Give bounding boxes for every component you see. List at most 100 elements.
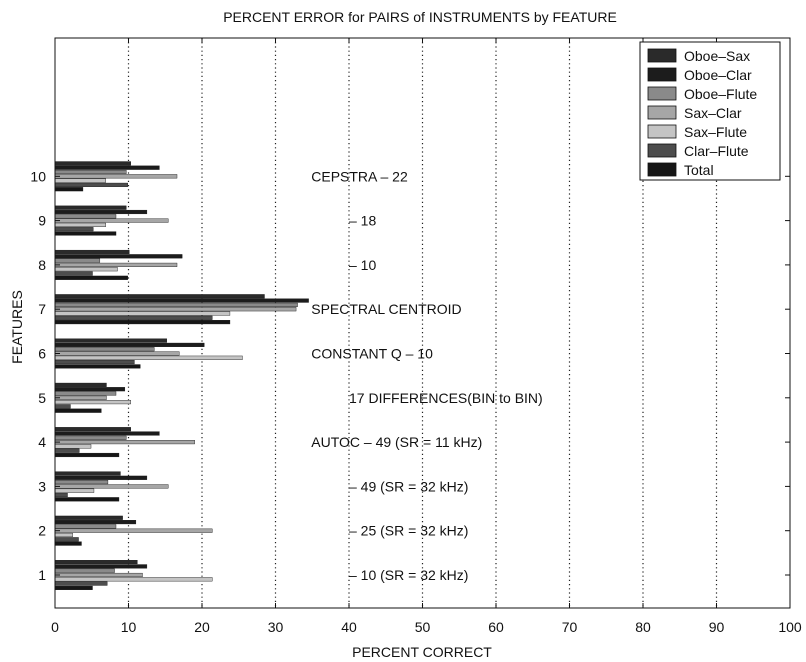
bar-total-feature-5 — [54, 408, 102, 413]
bar-oboe-clar-feature-10 — [54, 165, 160, 170]
x-tick-label: 100 — [778, 619, 802, 635]
bar-oboe-clar-feature-1 — [54, 564, 148, 569]
bar-oboe-flute-feature-3 — [54, 480, 109, 485]
bar-clar-flute-feature-10 — [54, 182, 128, 187]
bar-clar-flute-feature-7 — [54, 315, 213, 320]
y-tick-label: 8 — [38, 257, 46, 273]
bar-oboe-flute-feature-7 — [54, 302, 298, 307]
legend-label: Sax–Clar — [684, 105, 742, 121]
bar-sax-flute-feature-5 — [54, 400, 131, 405]
bar-sax-clar-feature-6 — [54, 351, 180, 356]
x-tick-label: 70 — [562, 619, 578, 635]
bar-clar-flute-feature-8 — [54, 271, 93, 276]
bar-sax-clar-feature-10 — [54, 174, 178, 179]
legend-label: Clar–Flute — [684, 143, 749, 159]
x-tick-label: 40 — [341, 619, 357, 635]
legend-swatch — [647, 67, 677, 82]
bar-oboe-flute-feature-5 — [54, 391, 117, 396]
bar-clar-flute-feature-1 — [54, 581, 108, 586]
legend-swatch — [647, 143, 677, 158]
bar-oboe-sax-feature-4 — [54, 427, 131, 432]
y-tick-label: 1 — [38, 567, 46, 583]
legend: Oboe–Sax Oboe–Clar Oboe–Flute Sax–Clar Sax–F… — [639, 41, 781, 181]
legend-swatch — [647, 86, 677, 101]
gridlines — [127, 38, 718, 608]
bar-oboe-flute-feature-1 — [54, 568, 115, 573]
x-axis-label: PERCENT CORRECT — [352, 644, 492, 660]
bar-sax-flute-feature-8 — [54, 267, 118, 272]
y-tick-label: 4 — [38, 434, 46, 450]
bar-oboe-sax-feature-9 — [54, 205, 127, 210]
bar-sax-flute-feature-1 — [54, 577, 213, 582]
bar-sax-clar-feature-5 — [54, 395, 107, 400]
bar-oboe-sax-feature-3 — [54, 471, 121, 476]
x-axis-ticks: 0 10 20 30 40 50 60 70 80 90 100 — [51, 38, 802, 635]
bar-sax-flute-feature-2 — [54, 532, 73, 538]
bar-oboe-clar-feature-2 — [54, 520, 137, 525]
bar-total-feature-7 — [54, 320, 231, 325]
feature-annotation: – 25 (SR = 32 kHz) — [349, 523, 468, 539]
legend-swatch — [647, 124, 677, 139]
bar-total-feature-6 — [54, 364, 141, 369]
feature-annotation: – 10 (SR = 32 kHz) — [349, 567, 468, 583]
bar-oboe-sax-feature-1 — [54, 560, 138, 565]
legend-label: Oboe–Sax — [684, 48, 750, 64]
y-tick-label: 10 — [30, 168, 46, 184]
legend-swatch — [647, 48, 677, 63]
y-tick-label: 9 — [38, 213, 46, 229]
feature-annotation: – 49 (SR = 32 kHz) — [349, 478, 468, 494]
bar-oboe-clar-feature-3 — [54, 475, 148, 480]
y-tick-label: 5 — [38, 390, 46, 406]
bar-oboe-clar-feature-5 — [54, 387, 126, 392]
y-tick-label: 7 — [38, 301, 46, 317]
bar-clar-flute-feature-5 — [54, 404, 71, 409]
y-axis-label: FEATURES — [9, 290, 25, 364]
bar-oboe-clar-feature-9 — [54, 209, 148, 215]
bar-oboe-flute-feature-10 — [54, 169, 127, 175]
bar-oboe-clar-feature-4 — [54, 431, 160, 436]
bars — [54, 161, 309, 590]
x-tick-label: 80 — [635, 619, 651, 635]
bar-total-feature-2 — [54, 541, 82, 546]
x-tick-label: 60 — [488, 619, 504, 635]
bar-sax-flute-feature-6 — [54, 355, 243, 360]
x-tick-label: 50 — [415, 619, 431, 635]
feature-annotation: – 18 — [349, 213, 376, 229]
bar-total-feature-9 — [54, 231, 117, 236]
bar-total-feature-4 — [54, 452, 120, 458]
legend-swatch — [647, 162, 677, 177]
y-tick-label: 6 — [38, 346, 46, 362]
bar-oboe-clar-feature-7 — [54, 298, 309, 303]
x-tick-label: 0 — [51, 619, 59, 635]
bar-clar-flute-feature-6 — [54, 360, 135, 365]
bar-sax-clar-feature-2 — [54, 528, 213, 533]
bar-oboe-flute-feature-2 — [54, 524, 117, 529]
bar-total-feature-1 — [54, 585, 93, 590]
bar-sax-clar-feature-8 — [54, 262, 178, 267]
y-axis-ticks: 1 2 3 4 5 6 7 8 9 10 — [30, 168, 790, 583]
feature-annotation: CEPSTRA – 22 — [311, 168, 408, 184]
bar-clar-flute-feature-3 — [54, 492, 68, 498]
bar-sax-flute-feature-7 — [54, 311, 231, 316]
y-tick-label: 2 — [38, 523, 46, 539]
bar-total-feature-10 — [54, 187, 84, 192]
legend-swatch — [647, 105, 677, 120]
legend-label: Sax–Flute — [684, 124, 747, 140]
feature-annotation: 17 DIFFERENCES(BIN to BIN) — [349, 390, 543, 406]
feature-annotation: AUTOC – 49 (SR = 11 kHz) — [311, 434, 482, 450]
bar-sax-clar-feature-3 — [54, 484, 169, 489]
legend-label: Total — [684, 162, 714, 178]
bar-sax-clar-feature-1 — [54, 572, 143, 578]
bar-oboe-sax-feature-2 — [54, 515, 123, 520]
legend-label: Oboe–Clar — [684, 67, 752, 83]
feature-annotation: SPECTRAL CENTROID — [311, 301, 461, 317]
bar-sax-flute-feature-9 — [54, 222, 106, 227]
bar-sax-flute-feature-4 — [54, 444, 92, 449]
x-tick-label: 10 — [121, 619, 137, 635]
bar-clar-flute-feature-4 — [54, 448, 80, 453]
bar-oboe-flute-feature-8 — [54, 258, 101, 263]
bar-total-feature-8 — [54, 275, 128, 280]
bar-sax-clar-feature-7 — [54, 307, 297, 312]
x-tick-label: 20 — [194, 619, 210, 635]
